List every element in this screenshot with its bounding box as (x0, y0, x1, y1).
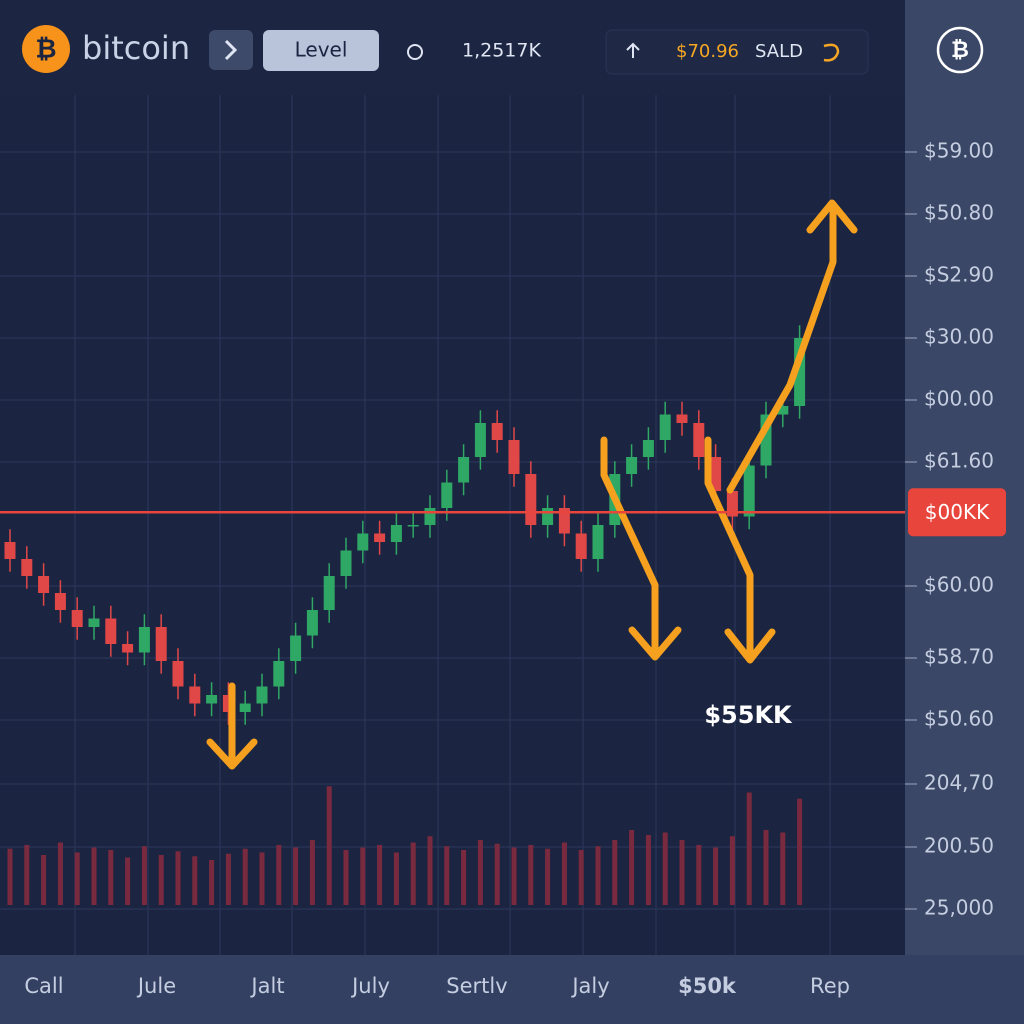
up-icon (626, 42, 640, 58)
candle-body (424, 508, 436, 525)
candle-body (155, 627, 167, 661)
candle-body (105, 618, 117, 644)
price-label: 25,000 (924, 896, 994, 920)
candle-body (407, 525, 419, 527)
price-label: 204,70 (924, 771, 994, 795)
candle-body (542, 508, 554, 525)
candle-body (172, 661, 184, 687)
candle-body (491, 423, 503, 440)
action-icon (823, 43, 840, 62)
candle-body (189, 686, 201, 704)
candle-body (458, 457, 470, 483)
candle-body (642, 440, 654, 457)
price-label: 200.50 (924, 834, 994, 858)
candle-body (138, 627, 150, 653)
candle-body (693, 423, 705, 457)
price-label: $58.70 (924, 645, 994, 669)
plot (4, 325, 806, 905)
x-tick-label: Call (24, 974, 63, 998)
btc-icon[interactable] (936, 26, 984, 74)
price-label: $60.00 (924, 573, 994, 597)
candle-body (760, 414, 772, 466)
x-tick-label: Jule (136, 974, 176, 998)
candle-body (575, 533, 587, 559)
candle-body (777, 406, 789, 415)
level-label: Level (295, 38, 348, 62)
btc-logo-glyph: ₿ (35, 35, 56, 65)
price-label: $50.60 (924, 707, 994, 731)
grid (0, 95, 905, 955)
ticker-box (605, 29, 869, 75)
price-label: $S2.90 (924, 263, 994, 287)
candle-body (21, 559, 33, 576)
candle-body (710, 457, 722, 491)
candle-body (357, 533, 369, 551)
candle-body (4, 542, 16, 559)
brand: bitcoin (82, 29, 190, 67)
x-tick-label: Rep (810, 974, 850, 998)
candle-body (122, 644, 134, 653)
btc-icon-glyph: ₿ (951, 38, 969, 63)
volume-icon (407, 44, 423, 60)
candle-body (88, 618, 100, 627)
price-label: $59.00 (924, 139, 994, 163)
candle-body (374, 533, 386, 542)
price-text: $70.96 (676, 41, 739, 62)
price-label: $50.80 (924, 201, 994, 225)
candle-body (474, 423, 486, 457)
price-tag (908, 488, 1006, 537)
candle-body (206, 695, 218, 704)
candle-body (38, 576, 50, 593)
candle-body (290, 635, 302, 661)
candle-body (743, 465, 755, 517)
x-tick-label: Sertlv (446, 974, 507, 998)
next-button[interactable] (209, 30, 253, 70)
candle-body (71, 610, 83, 627)
candle-body (726, 491, 738, 517)
x-tick-label: Jalt (249, 974, 284, 998)
annotation: $55KK (704, 701, 793, 729)
candle-body (592, 525, 604, 559)
x-tick-label: Jaly (570, 974, 609, 998)
candle-body (239, 703, 251, 712)
price-label: $00.00 (924, 387, 994, 411)
candle-body (626, 457, 638, 474)
candle-body (306, 610, 318, 636)
candle-body (273, 661, 285, 687)
x-tick-label: $50k (678, 974, 737, 998)
chevron (224, 39, 238, 61)
candle-body (256, 686, 268, 704)
action-text[interactable]: SALD (755, 41, 803, 62)
candle-body (659, 414, 671, 440)
candle-body (525, 474, 537, 525)
candle-body (441, 482, 453, 508)
candle-body (222, 695, 234, 712)
candle-body (676, 414, 688, 423)
price-tag-label: $00KK (925, 500, 990, 524)
time-axis-panel (0, 955, 1024, 1024)
arrows (206, 199, 858, 770)
candle-body (794, 338, 806, 406)
volume-text: 1,2517K (462, 40, 541, 62)
price-label: $30.00 (924, 325, 994, 349)
btc-logo[interactable] (22, 25, 70, 73)
candle-body (390, 525, 402, 542)
candle-body (323, 576, 335, 610)
candle-body (54, 593, 66, 610)
x-tick-label: July (350, 974, 390, 998)
candle-body (340, 550, 352, 576)
candle-body (508, 440, 520, 474)
level-button[interactable] (263, 30, 379, 71)
candle-body (558, 508, 570, 534)
price-label: $61.60 (924, 449, 994, 473)
